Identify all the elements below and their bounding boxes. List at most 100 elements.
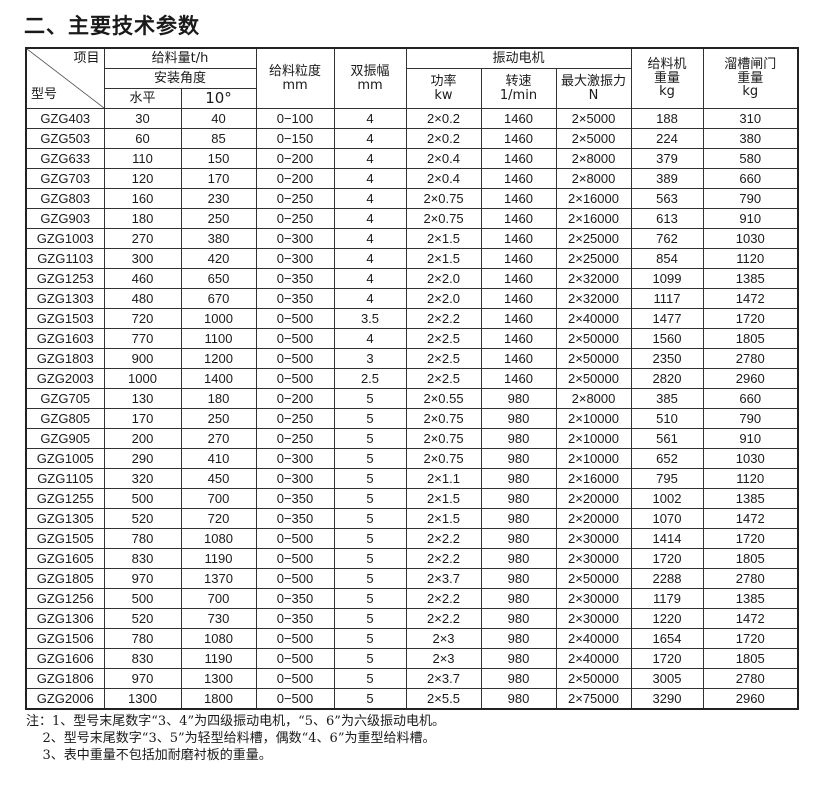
cell-amplitude: 4 [333, 328, 407, 349]
cell-feed-horizontal: 900 [103, 348, 182, 369]
header-power: 功率 kw [405, 68, 482, 109]
cell-amplitude: 3.5 [333, 308, 407, 329]
cell-speed: 980 [480, 528, 557, 549]
cell-power: 2×0.75 [405, 428, 482, 449]
cell-feed-10deg: 1300 [180, 668, 257, 689]
cell-max-force: 2×32000 [555, 268, 632, 289]
cell-feeder-weight: 795 [630, 468, 704, 489]
cell-feed-horizontal: 480 [103, 288, 182, 309]
cell-speed: 980 [480, 548, 557, 569]
cell-feed-10deg: 270 [180, 428, 257, 449]
cell-feeder-weight: 1560 [630, 328, 704, 349]
cell-feed-horizontal: 830 [103, 548, 182, 569]
table-row: GZG1805 970 1370 0−500 5 2×3.7 980 2×50000 2288 2… [25, 568, 799, 589]
cell-feeder-weight: 3005 [630, 668, 704, 689]
cell-max-force: 2×75000 [555, 688, 632, 710]
cell-max-force: 2×10000 [555, 428, 632, 449]
header-double-amplitude: 双振幅 mm [333, 47, 407, 109]
header-feeder-weight: 给料机 重量 kg [630, 47, 704, 109]
cell-amplitude: 4 [333, 148, 407, 169]
table-row: GZG1505 780 1080 0−500 5 2×2.2 980 2×30000 1414 1… [25, 528, 799, 549]
cell-power: 2×0.75 [405, 188, 482, 209]
cell-speed: 1460 [480, 348, 557, 369]
cell-gate-weight: 1720 [702, 628, 799, 649]
cell-feed-size: 0−300 [255, 468, 335, 489]
cell-feed-size: 0−500 [255, 668, 335, 689]
table-row: GZG1256 500 700 0−350 5 2×2.2 980 2×30000 1179 13… [25, 588, 799, 609]
cell-model: GZG1503 [25, 308, 105, 329]
note-2: 2、型号末尾数字“3、5”为轻型给料槽，偶数“4、6”为重型给料槽。 [26, 731, 436, 746]
cell-gate-weight: 580 [702, 148, 799, 169]
cell-amplitude: 4 [333, 208, 407, 229]
cell-feed-10deg: 1800 [180, 688, 257, 710]
header-gate-weight: 溜槽闸门 重量 kg [702, 47, 799, 109]
cell-amplitude: 4 [333, 228, 407, 249]
cell-speed: 980 [480, 628, 557, 649]
header-feed-capacity: 给料量t/h [103, 47, 257, 69]
cell-power: 2×2.5 [405, 328, 482, 349]
cell-feeder-weight: 389 [630, 168, 704, 189]
cell-speed: 1460 [480, 368, 557, 389]
cell-feed-size: 0−500 [255, 368, 335, 389]
cell-max-force: 2×8000 [555, 148, 632, 169]
cell-model: GZG633 [25, 148, 105, 169]
cell-model: GZG1003 [25, 228, 105, 249]
cell-feed-horizontal: 320 [103, 468, 182, 489]
cell-gate-weight: 910 [702, 208, 799, 229]
cell-feeder-weight: 3290 [630, 688, 704, 710]
cell-power: 2×1.1 [405, 468, 482, 489]
table-row: GZG1803 900 1200 0−500 3 2×2.5 1460 2×50000 2350… [25, 348, 799, 369]
cell-feed-size: 0−200 [255, 148, 335, 169]
table-row: GZG705 130 180 0−200 5 2×0.55 980 2×8000 385 660 [25, 388, 799, 409]
cell-feeder-weight: 510 [630, 408, 704, 429]
cell-amplitude: 4 [333, 248, 407, 269]
cell-model: GZG1606 [25, 648, 105, 669]
table-body: GZG403 30 40 0−100 4 2×0.2 1460 2×5000 188 310 GZG… [25, 108, 799, 710]
cell-feed-size: 0−500 [255, 548, 335, 569]
cell-feed-10deg: 1100 [180, 328, 257, 349]
cell-amplitude: 5 [333, 408, 407, 429]
cell-gate-weight: 660 [702, 168, 799, 189]
cell-feed-horizontal: 1300 [103, 688, 182, 710]
cell-power: 2×2.0 [405, 288, 482, 309]
table-row: GZG1506 780 1080 0−500 5 2×3 980 2×40000 1654 172… [25, 628, 799, 649]
cell-feed-10deg: 1370 [180, 568, 257, 589]
table-row: GZG1303 480 670 0−350 4 2×2.0 1460 2×32000 1117 1… [25, 288, 799, 309]
cell-feed-size: 0−300 [255, 248, 335, 269]
cell-feed-10deg: 85 [180, 128, 257, 149]
cell-feed-10deg: 380 [180, 228, 257, 249]
cell-feed-10deg: 170 [180, 168, 257, 189]
cell-feeder-weight: 1002 [630, 488, 704, 509]
cell-feeder-weight: 1654 [630, 628, 704, 649]
cell-feed-horizontal: 780 [103, 628, 182, 649]
cell-model: GZG1803 [25, 348, 105, 369]
cell-feeder-weight: 1720 [630, 548, 704, 569]
cell-gate-weight: 310 [702, 108, 799, 129]
cell-feed-10deg: 150 [180, 148, 257, 169]
technical-parameters-table: 项目 型号 给料量t/h 给料粒度 mm 双振幅 mm 振动电机 给料机 重量 kg 溜… [25, 47, 799, 710]
cell-feed-horizontal: 970 [103, 568, 182, 589]
cell-feed-size: 0−350 [255, 268, 335, 289]
cell-feed-10deg: 420 [180, 248, 257, 269]
cell-max-force: 2×16000 [555, 188, 632, 209]
cell-gate-weight: 1472 [702, 288, 799, 309]
cell-amplitude: 4 [333, 188, 407, 209]
cell-model: GZG1605 [25, 548, 105, 569]
cell-amplitude: 5 [333, 648, 407, 669]
cell-feed-size: 0−100 [255, 108, 335, 129]
cell-power: 2×0.75 [405, 208, 482, 229]
cell-feed-size: 0−350 [255, 288, 335, 309]
cell-feed-size: 0−350 [255, 508, 335, 529]
cell-speed: 980 [480, 648, 557, 669]
cell-gate-weight: 2960 [702, 688, 799, 710]
cell-power: 2×2.5 [405, 348, 482, 369]
cell-feed-10deg: 730 [180, 608, 257, 629]
section-title: 二、主要技术参数 [24, 14, 200, 38]
cell-feed-horizontal: 30 [103, 108, 182, 129]
cell-max-force: 2×50000 [555, 668, 632, 689]
cell-power: 2×2.0 [405, 268, 482, 289]
cell-gate-weight: 1120 [702, 248, 799, 269]
cell-power: 2×0.4 [405, 168, 482, 189]
cell-gate-weight: 1720 [702, 308, 799, 329]
cell-feed-size: 0−150 [255, 128, 335, 149]
